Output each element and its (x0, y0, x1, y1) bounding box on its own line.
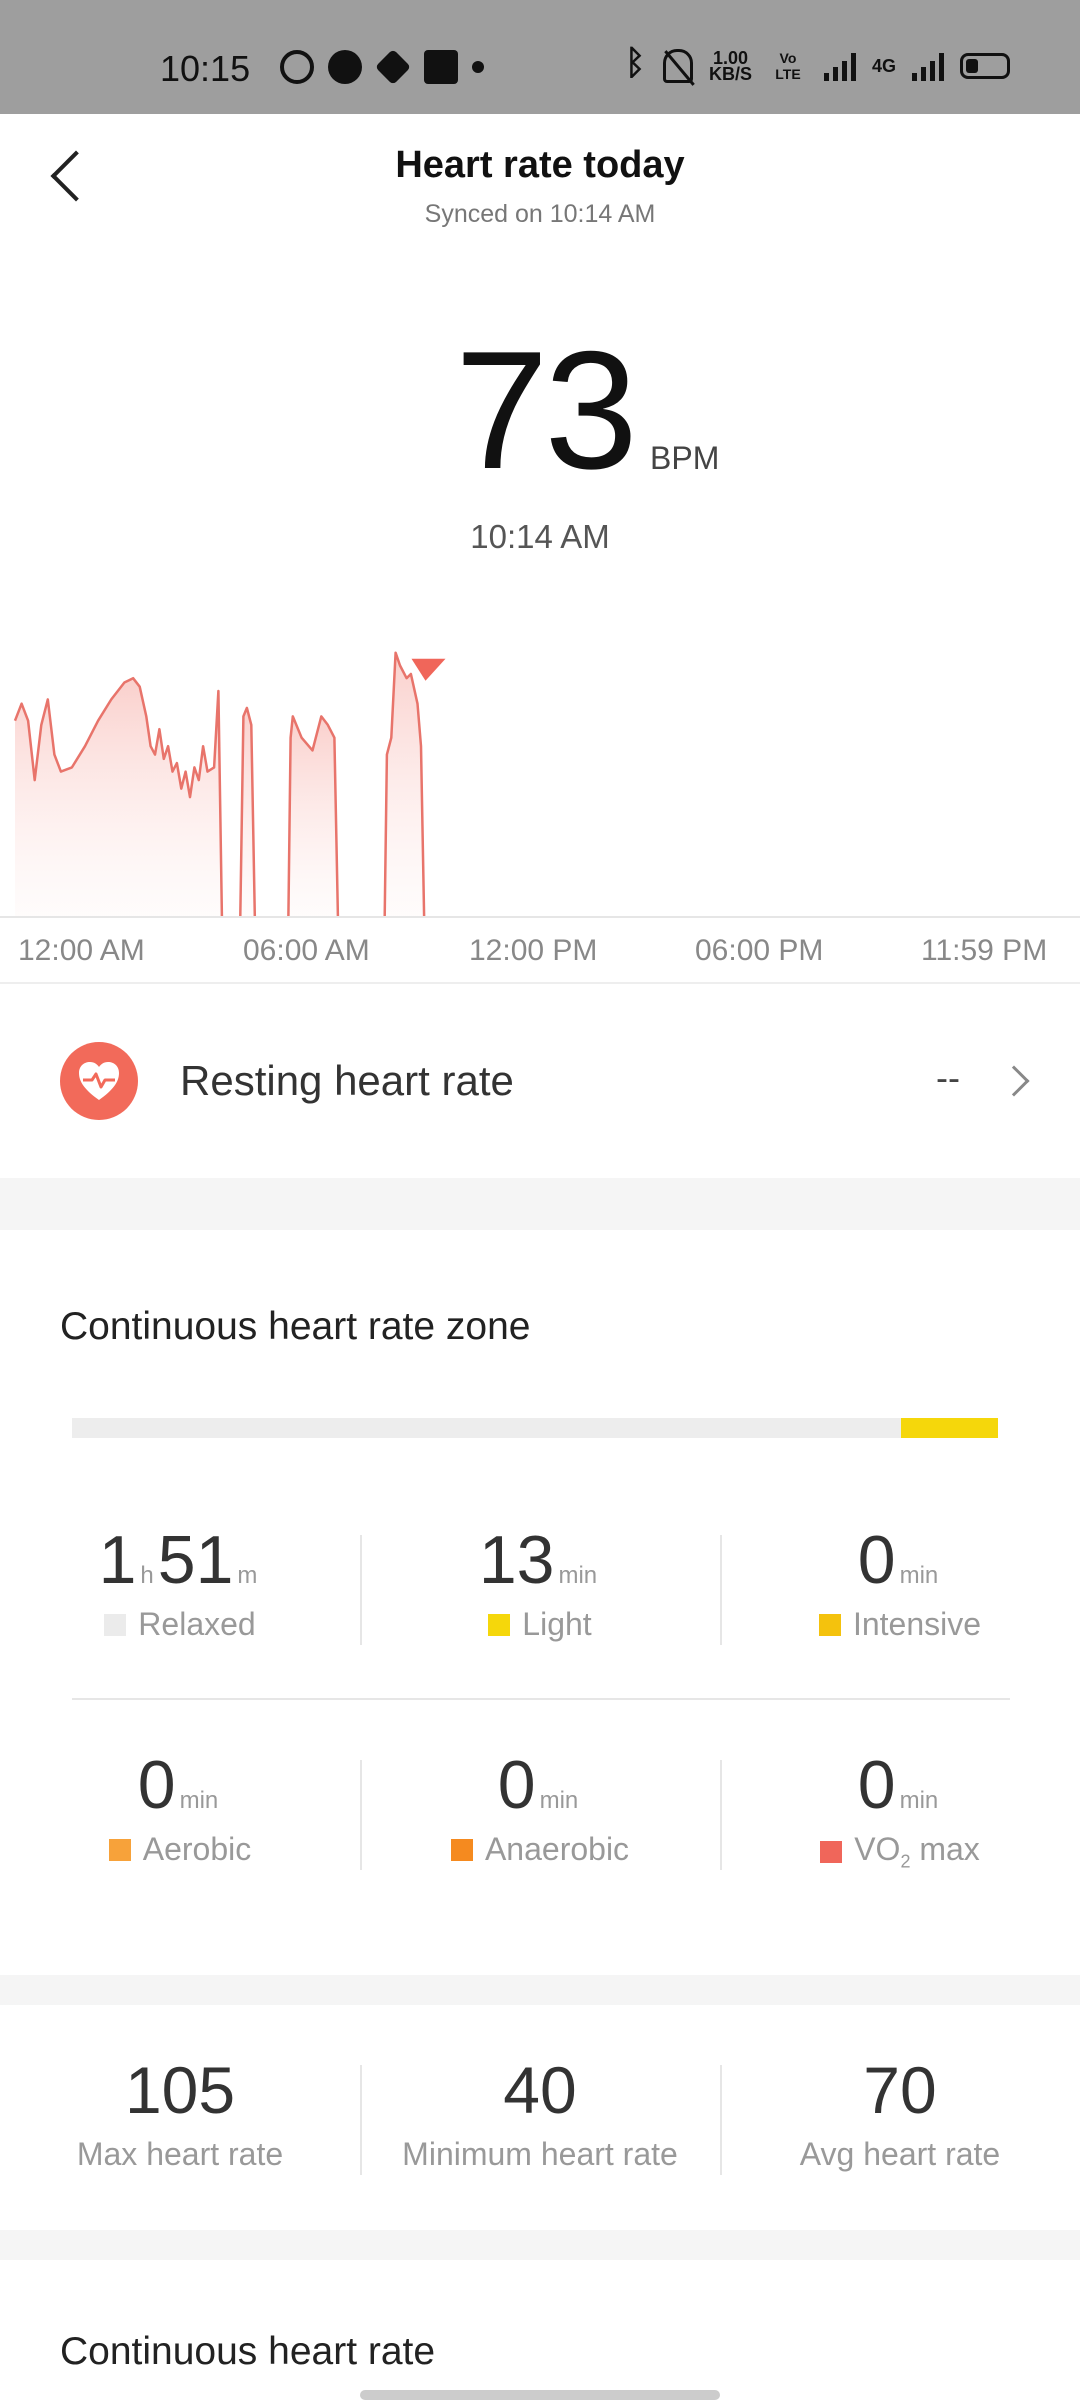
light-swatch (488, 1613, 511, 1636)
bpm-unit: BPM (650, 440, 720, 476)
zone-bar-light-segment (900, 1418, 998, 1438)
section-separator (0, 1178, 1080, 1230)
zone-anaerobic: 0 min Anaerobic (360, 1745, 720, 1895)
signal-bars-2-icon (912, 51, 944, 81)
divider (72, 1698, 1010, 1700)
current-bpm-time: 10:14 AM (470, 518, 610, 555)
heart-rate-line-1 (239, 706, 257, 917)
heart-rate-line-3 (383, 651, 426, 917)
x-tick-label: 06:00 AM (243, 934, 370, 967)
zone-light: 13 min Light (478, 1522, 598, 1642)
home-indicator[interactable] (360, 2390, 720, 2400)
volte-badge: Vo LTE (775, 50, 801, 82)
continuous-heart-rate-title: Continuous heart rate (60, 2330, 436, 2373)
x-tick-label: 11:59 PM (921, 934, 1048, 967)
zone-relaxed-hours: 1 (98, 1522, 137, 1598)
mute-icon (662, 49, 693, 83)
heart-rate-area-2 (288, 716, 338, 916)
status-bar: 10:15 1.00 KB/S Vo LTE 4G (0, 0, 1080, 114)
heart-rate-line-2 (287, 715, 340, 917)
aerobic-swatch (108, 1838, 131, 1861)
battery-icon (960, 53, 1010, 79)
heart-pulse-icon (60, 1042, 138, 1120)
heart-rate-line-0 (13, 676, 224, 917)
resting-heart-rate-row[interactable]: Resting heart rate -- (0, 985, 1080, 1175)
zone-distribution-bar (72, 1418, 998, 1438)
divider (0, 982, 1080, 984)
gallery-icon (424, 50, 458, 84)
x-tick-label: 12:00 PM (469, 934, 598, 967)
network-speed: 1.00 KB/S (708, 48, 752, 84)
zone-aerobic: 0 min Aerobic (0, 1745, 360, 1895)
fan-app-icon (328, 50, 362, 84)
avg-heart-rate: 70 Avg heart rate (799, 2053, 1001, 2172)
zone-intensive: 0 min Intensive (720, 1520, 1080, 1670)
heart-rate-chart[interactable] (0, 620, 1080, 920)
chart-x-axis (0, 916, 1080, 918)
network-type: 4G (871, 56, 896, 76)
divider (360, 1760, 362, 1870)
heart-rate-area-3 (384, 652, 425, 916)
divider (720, 1535, 722, 1645)
zone-section-title: Continuous heart rate zone (60, 1305, 531, 1348)
bluetooth-icon (625, 44, 647, 84)
zone-relaxed: 1 h51 m Relaxed (98, 1522, 258, 1642)
resting-heart-rate-value: -- (936, 1057, 960, 1098)
min-heart-rate: 40 Minimum heart rate (402, 2053, 678, 2172)
heart-rate-area-0 (15, 678, 222, 916)
signal-bars-icon (823, 51, 856, 81)
resting-heart-rate-label: Resting heart rate (180, 1057, 514, 1104)
slack-icon (374, 48, 412, 86)
zone-vo2max: 0 min VO2 max (720, 1745, 1080, 1895)
status-time: 10:15 (160, 48, 251, 89)
intensive-swatch (818, 1613, 841, 1636)
section-separator (0, 2230, 1080, 2260)
heart-rate-chart-svg (13, 651, 446, 917)
relaxed-swatch (104, 1613, 127, 1636)
whatsapp-icon (280, 50, 314, 84)
more-notifications-dot-icon (472, 61, 484, 73)
anaerobic-swatch (450, 1838, 473, 1861)
divider (720, 1760, 722, 1870)
x-tick-label: 12:00 AM (18, 934, 145, 967)
section-separator (0, 1975, 1080, 2005)
page-title: Heart rate today (395, 144, 685, 186)
vo2max-swatch (820, 1840, 843, 1863)
sync-status: Synced on 10:14 AM (424, 200, 656, 228)
x-tick-label: 06:00 PM (695, 934, 824, 967)
chevron-right-icon (998, 1065, 1030, 1097)
divider (720, 2065, 722, 2175)
current-bpm-value: 73 (455, 316, 638, 504)
notification-icons (280, 48, 484, 86)
divider (360, 2065, 362, 2175)
max-heart-rate: 105 Max heart rate (76, 2053, 284, 2172)
system-icons: 1.00 KB/S Vo LTE 4G (625, 44, 1010, 84)
divider (360, 1535, 362, 1645)
current-value-marker (411, 658, 446, 681)
zone-relaxed-minutes: 51 (157, 1522, 234, 1598)
